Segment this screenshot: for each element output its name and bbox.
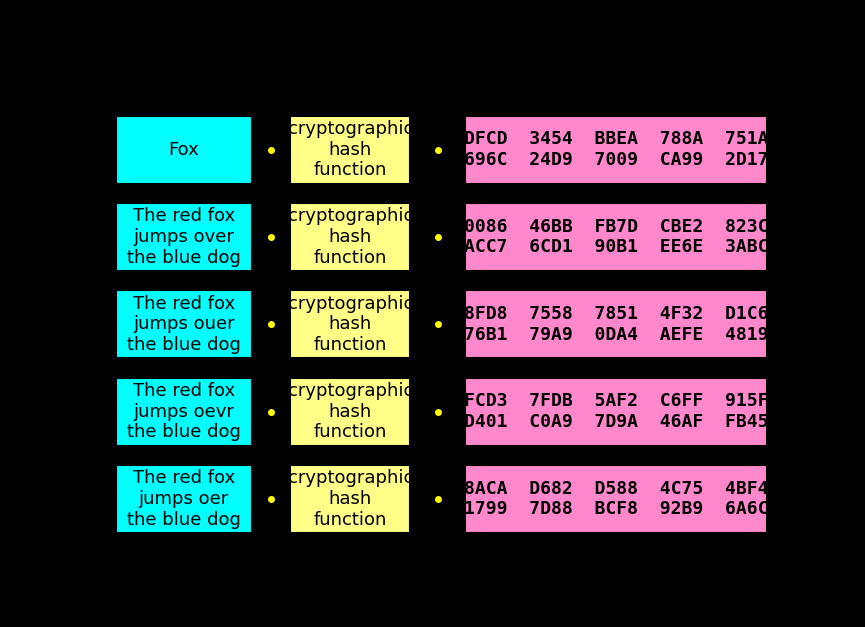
Text: The red fox
jumps oevr
the blue dog: The red fox jumps oevr the blue dog [127,382,240,441]
Text: Fox: Fox [169,140,199,159]
Text: FCD3  7FDB  5AF2  C6FF  915F
D401  C0A9  7D9A  46AF  FB45: FCD3 7FDB 5AF2 C6FF 915F D401 C0A9 7D9A … [464,393,768,431]
Text: cryptographic
hash
function: cryptographic hash function [288,295,413,354]
Text: cryptographic
hash
function: cryptographic hash function [288,207,413,267]
Bar [291,377,410,446]
Text: The red fox
jumps over
the blue dog: The red fox jumps over the blue dog [127,207,240,267]
Text: DFCD  3454  BBEA  788A  751A
696C  24D9  7009  CA99  2D17: DFCD 3454 BBEA 788A 751A 696C 24D9 7009 … [464,130,768,169]
Bar [465,115,767,184]
Bar [291,203,410,271]
Text: 0086  46BB  FB7D  CBE2  823C
ACC7  6CD1  90B1  EE6E  3ABC: 0086 46BB FB7D CBE2 823C ACC7 6CD1 90B1 … [464,218,768,256]
Bar [465,377,767,446]
Bar [465,465,767,533]
Text: cryptographic
hash
function: cryptographic hash function [288,469,413,529]
Bar [465,203,767,271]
Text: 8FD8  7558  7851  4F32  D1C6
76B1  79A9  0DA4  AEFE  4819: 8FD8 7558 7851 4F32 D1C6 76B1 79A9 0DA4 … [464,305,768,344]
Bar [116,465,252,533]
Text: cryptographic
hash
function: cryptographic hash function [288,382,413,441]
Bar [116,115,252,184]
Bar [116,203,252,271]
Text: The red fox
jumps ouer
the blue dog: The red fox jumps ouer the blue dog [127,295,240,354]
Bar [291,290,410,359]
Bar [116,290,252,359]
Text: 8ACA  D682  D588  4C75  4BF4
1799  7D88  BCF8  92B9  6A6C: 8ACA D682 D588 4C75 4BF4 1799 7D88 BCF8 … [464,480,768,519]
Text: cryptographic
hash
function: cryptographic hash function [288,120,413,179]
Bar [291,115,410,184]
Text: The red fox
jumps oer
the blue dog: The red fox jumps oer the blue dog [127,469,240,529]
Bar [291,465,410,533]
Bar [116,377,252,446]
Bar [465,290,767,359]
